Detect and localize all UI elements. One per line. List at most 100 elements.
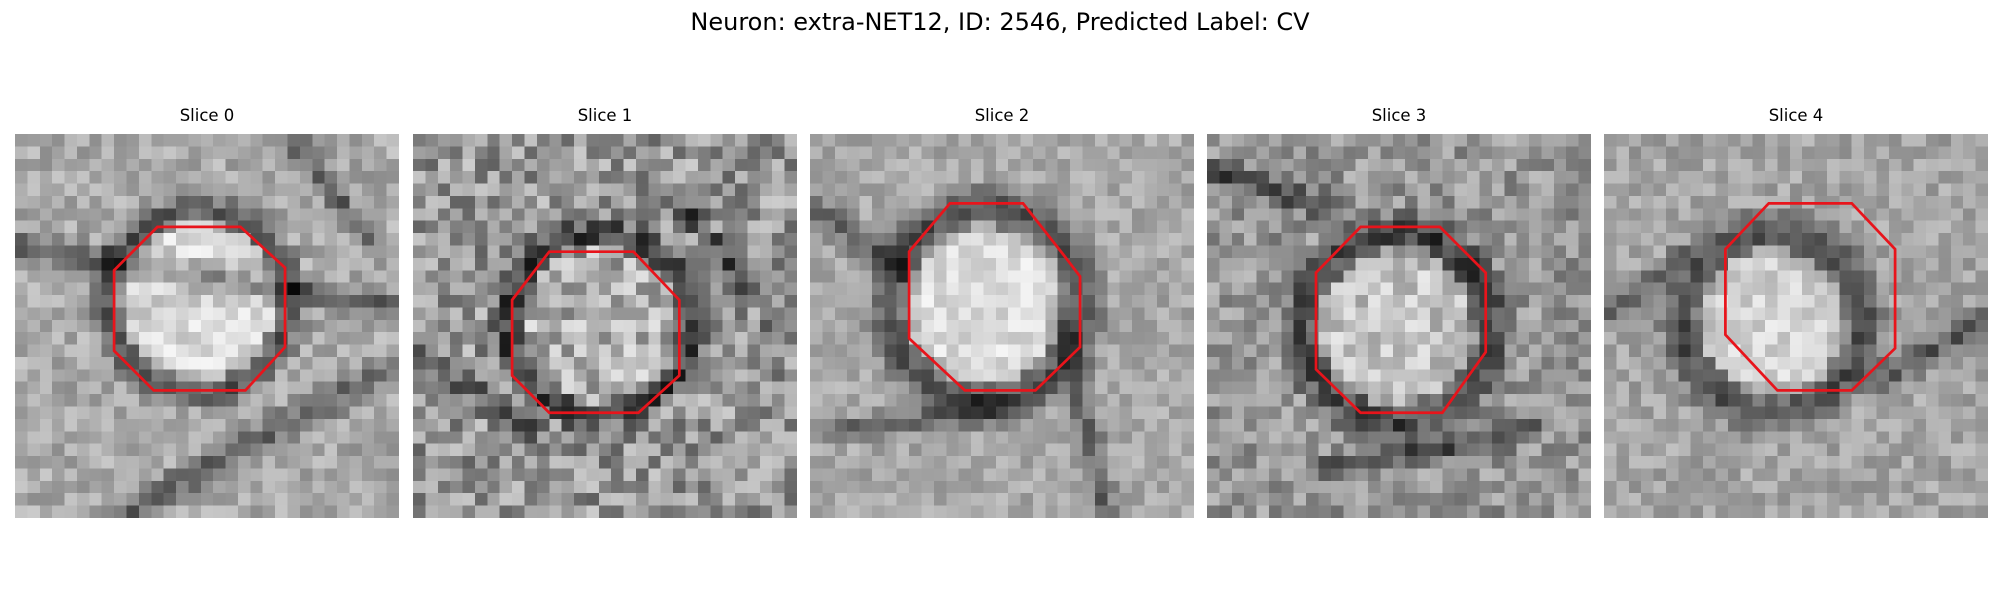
image-pixel xyxy=(1516,394,1530,407)
image-pixel xyxy=(697,332,711,345)
image-pixel xyxy=(685,233,699,246)
image-pixel xyxy=(1752,245,1766,259)
image-pixel xyxy=(450,134,463,147)
image-pixel xyxy=(487,443,500,457)
image-pixel xyxy=(474,307,488,321)
image-pixel xyxy=(163,344,177,358)
image-pixel xyxy=(1901,468,1914,482)
image-pixel xyxy=(1727,369,1741,382)
image-pixel xyxy=(1144,270,1158,283)
image-pixel xyxy=(859,480,873,494)
image-pixel xyxy=(1504,233,1517,246)
image-pixel xyxy=(1405,344,1418,358)
image-pixel xyxy=(1950,233,1964,246)
image-pixel xyxy=(1628,369,1642,382)
image-pixel xyxy=(176,282,189,296)
image-pixel xyxy=(64,208,78,221)
image-pixel xyxy=(1628,344,1642,358)
image-pixel xyxy=(1913,257,1927,271)
image-pixel xyxy=(1156,183,1170,197)
image-pixel xyxy=(213,356,226,370)
image-pixel xyxy=(1901,493,1914,506)
image-pixel xyxy=(1020,245,1034,259)
image-pixel xyxy=(1032,418,1046,432)
image-pixel xyxy=(101,134,115,147)
image-pixel xyxy=(437,233,451,246)
image-pixel xyxy=(574,369,587,382)
image-pixel xyxy=(1355,319,1369,333)
image-pixel xyxy=(946,233,959,246)
image-pixel xyxy=(1082,183,1096,197)
image-pixel xyxy=(250,468,263,482)
image-pixel xyxy=(921,295,935,308)
image-pixel xyxy=(549,295,562,308)
image-pixel xyxy=(1963,356,1976,370)
image-pixel xyxy=(1082,493,1096,506)
image-pixel xyxy=(536,195,550,209)
image-pixel xyxy=(312,418,325,432)
image-pixel xyxy=(1541,319,1555,333)
image-pixel xyxy=(138,146,152,160)
image-pixel xyxy=(1975,332,1988,345)
image-pixel xyxy=(1070,134,1083,147)
image-pixel xyxy=(386,443,399,457)
image-pixel xyxy=(623,233,637,246)
image-pixel xyxy=(101,418,115,432)
image-pixel xyxy=(697,468,711,482)
image-pixel xyxy=(1802,282,1815,296)
image-pixel xyxy=(896,505,910,518)
image-pixel xyxy=(1950,146,1964,160)
image-pixel xyxy=(1628,356,1642,370)
image-pixel xyxy=(1802,431,1815,444)
image-pixel xyxy=(1107,307,1120,321)
image-pixel xyxy=(1045,381,1058,395)
image-pixel xyxy=(1057,493,1071,506)
image-pixel xyxy=(549,493,562,506)
image-pixel xyxy=(437,443,451,457)
image-pixel xyxy=(697,406,711,420)
image-pixel xyxy=(1119,146,1133,160)
image-pixel xyxy=(1826,418,1840,432)
image-pixel xyxy=(1045,505,1058,518)
image-pixel xyxy=(784,356,797,370)
image-pixel xyxy=(685,270,699,283)
image-pixel xyxy=(1926,493,1939,506)
image-pixel xyxy=(1057,332,1071,345)
image-pixel xyxy=(598,307,612,321)
image-pixel xyxy=(126,270,140,283)
image-pixel xyxy=(1876,257,1890,271)
image-pixel xyxy=(324,443,338,457)
image-pixel xyxy=(1901,183,1914,197)
image-pixel xyxy=(1405,456,1418,469)
image-pixel xyxy=(1268,158,1282,172)
image-pixel xyxy=(324,468,338,482)
image-pixel xyxy=(299,480,313,494)
image-pixel xyxy=(262,134,276,147)
image-pixel xyxy=(1057,381,1071,395)
image-pixel xyxy=(524,406,538,420)
image-pixel xyxy=(1802,418,1815,432)
image-pixel xyxy=(287,220,301,234)
image-pixel xyxy=(1417,270,1431,283)
image-pixel xyxy=(784,158,797,172)
image-pixel xyxy=(995,406,1009,420)
image-pixel xyxy=(1132,171,1145,184)
image-pixel xyxy=(946,381,959,395)
image-pixel xyxy=(487,158,500,172)
image-pixel xyxy=(225,468,239,482)
image-pixel xyxy=(1256,295,1270,308)
image-pixel xyxy=(188,146,202,160)
image-pixel xyxy=(1181,183,1194,197)
image-pixel xyxy=(1318,146,1332,160)
image-pixel xyxy=(1268,505,1282,518)
image-pixel xyxy=(722,282,736,296)
image-pixel xyxy=(1355,344,1369,358)
image-pixel xyxy=(15,443,28,457)
image-pixel xyxy=(425,356,439,370)
image-pixel xyxy=(1851,282,1865,296)
image-pixel xyxy=(1491,319,1505,333)
image-pixel xyxy=(1045,134,1058,147)
image-pixel xyxy=(735,505,748,518)
image-pixel xyxy=(1417,257,1431,271)
image-pixel xyxy=(871,134,885,147)
